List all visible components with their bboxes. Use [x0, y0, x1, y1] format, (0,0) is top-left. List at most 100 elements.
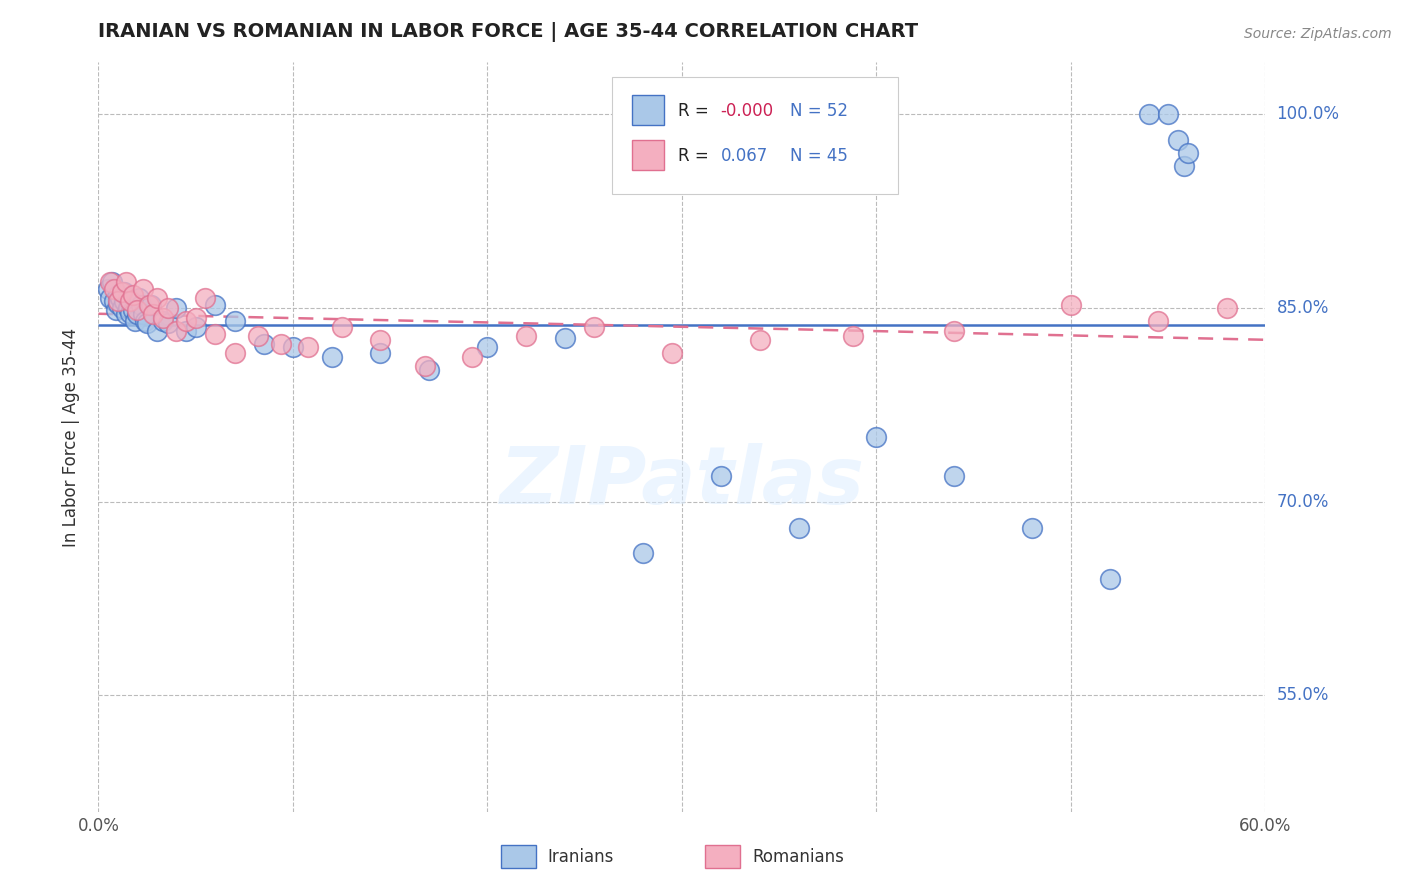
Point [124, 314, 146, 328]
Point [631, 546, 654, 560]
Point [1021, 520, 1043, 534]
Point [152, 311, 174, 326]
Point [117, 301, 139, 315]
Point [165, 301, 187, 315]
Text: 70.0%: 70.0% [1277, 492, 1329, 511]
Point [101, 275, 124, 289]
Point [1157, 107, 1180, 121]
Point [1137, 107, 1160, 121]
Point [253, 337, 276, 351]
Point [297, 340, 319, 354]
Point [117, 291, 139, 305]
Point [103, 281, 125, 295]
Point [418, 363, 440, 377]
Point [152, 314, 174, 328]
Point [330, 320, 353, 334]
Point [174, 314, 197, 328]
Y-axis label: In Labor Force | Age 35-44: In Labor Force | Age 35-44 [62, 327, 80, 547]
Text: -0.000: -0.000 [720, 103, 773, 120]
Point [321, 350, 343, 364]
Text: IRANIAN VS ROMANIAN IN LABOR FORCE | AGE 35-44 CORRELATION CHART: IRANIAN VS ROMANIAN IN LABOR FORCE | AGE… [98, 22, 918, 43]
Point [413, 359, 436, 373]
Point [97, 281, 120, 295]
Point [661, 346, 683, 360]
Text: 0.067: 0.067 [720, 147, 768, 165]
Text: N = 52: N = 52 [790, 103, 848, 120]
Point [129, 298, 152, 312]
Point [370, 346, 392, 360]
FancyBboxPatch shape [501, 846, 536, 868]
Point [114, 275, 136, 289]
Point [146, 324, 169, 338]
Point [1173, 159, 1195, 173]
Point [104, 303, 127, 318]
Point [103, 294, 125, 309]
Point [174, 324, 197, 338]
Point [98, 275, 121, 289]
Point [224, 314, 246, 328]
FancyBboxPatch shape [706, 846, 741, 868]
Point [1147, 314, 1170, 328]
Text: 55.0%: 55.0% [1277, 687, 1329, 705]
Point [112, 294, 135, 309]
Point [127, 303, 149, 318]
Point [165, 324, 187, 338]
FancyBboxPatch shape [631, 95, 665, 125]
Text: 100.0%: 100.0% [1277, 105, 1340, 123]
Point [136, 317, 159, 331]
Point [112, 285, 135, 300]
Point [146, 291, 169, 305]
Point [107, 297, 129, 311]
Text: R =: R = [679, 103, 714, 120]
Point [118, 306, 141, 320]
Text: 85.0%: 85.0% [1277, 299, 1329, 317]
Point [157, 301, 180, 315]
Point [114, 307, 136, 321]
Point [107, 294, 129, 309]
Point [122, 288, 145, 302]
Point [132, 281, 155, 295]
Point [477, 340, 499, 354]
Text: Romanians: Romanians [752, 847, 844, 865]
FancyBboxPatch shape [631, 140, 665, 169]
Point [270, 337, 292, 351]
Point [1167, 133, 1189, 147]
Point [194, 291, 217, 305]
Point [111, 285, 134, 300]
Point [865, 430, 887, 444]
Point [204, 326, 226, 341]
Point [121, 294, 143, 309]
Point [554, 330, 576, 344]
Point [787, 520, 810, 534]
Point [157, 317, 180, 331]
Point [246, 329, 269, 343]
Point [583, 320, 606, 334]
Point [1098, 572, 1121, 586]
Point [370, 333, 392, 347]
Point [132, 307, 155, 321]
Point [710, 468, 733, 483]
Point [142, 307, 165, 321]
Point [748, 333, 770, 347]
Point [515, 329, 537, 343]
Text: Source: ZipAtlas.com: Source: ZipAtlas.com [1244, 27, 1392, 41]
Point [134, 314, 156, 328]
Point [128, 291, 150, 305]
Point [842, 329, 865, 343]
FancyBboxPatch shape [612, 78, 898, 194]
Text: ZIPatlas: ZIPatlas [499, 443, 865, 521]
Point [943, 324, 966, 338]
Point [281, 340, 304, 354]
Point [138, 298, 160, 312]
Point [184, 320, 207, 334]
Point [1060, 298, 1083, 312]
Point [127, 307, 149, 321]
Text: R =: R = [679, 147, 714, 165]
Point [139, 298, 162, 312]
Point [1177, 145, 1199, 160]
Point [122, 303, 145, 318]
Text: Iranians: Iranians [548, 847, 614, 865]
Point [108, 291, 131, 305]
Point [943, 468, 966, 483]
Point [107, 288, 129, 302]
